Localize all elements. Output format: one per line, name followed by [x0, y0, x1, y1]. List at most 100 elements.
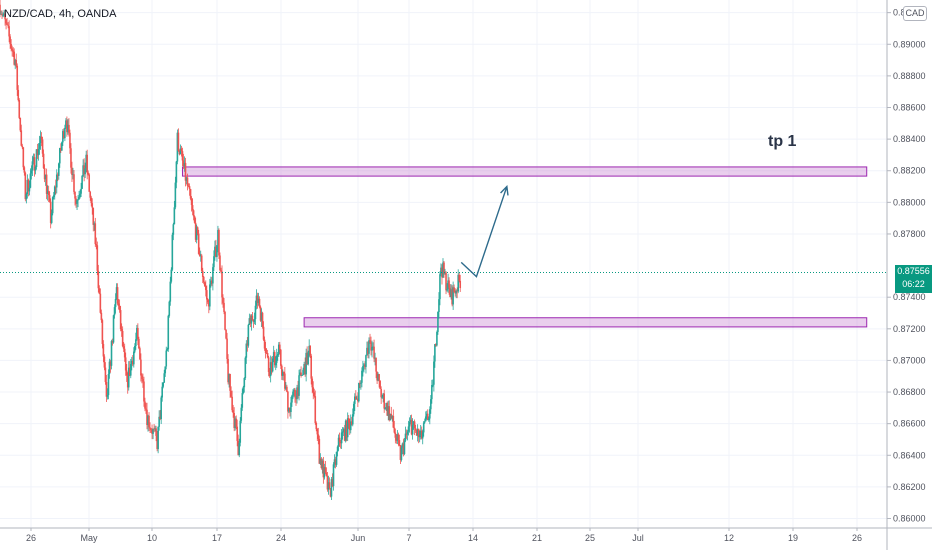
candle	[389, 413, 392, 421]
candle	[54, 179, 57, 195]
candle	[212, 263, 214, 291]
candle-body	[52, 195, 55, 198]
candle	[416, 424, 419, 442]
candle-body	[190, 198, 193, 206]
candle	[380, 386, 382, 404]
candle-body	[194, 222, 197, 240]
candle	[163, 369, 166, 383]
candle	[436, 330, 438, 347]
candle	[158, 410, 160, 431]
candle-body	[297, 387, 299, 396]
candle	[95, 237, 98, 250]
candle	[370, 336, 372, 356]
x-tick-label: May	[80, 533, 98, 543]
candle	[295, 390, 297, 406]
y-tick-label: 0.88200	[893, 166, 926, 176]
candle	[76, 199, 78, 211]
candle-body	[453, 287, 455, 293]
candle	[130, 356, 133, 371]
candle	[404, 426, 407, 443]
candle-body	[100, 312, 103, 321]
candle	[214, 240, 216, 261]
candle	[301, 374, 303, 376]
candle	[24, 171, 27, 202]
candle	[91, 198, 94, 215]
candle	[198, 247, 201, 257]
candle-body	[75, 198, 77, 204]
candle	[135, 332, 137, 350]
candle	[411, 418, 414, 440]
candle	[225, 329, 227, 340]
candle	[26, 174, 29, 199]
candle	[355, 390, 357, 400]
candle-body	[374, 357, 376, 359]
candle	[300, 366, 302, 378]
candle	[286, 384, 288, 393]
candle-body	[171, 234, 174, 270]
candle-body	[170, 269, 173, 282]
candle	[19, 117, 22, 133]
candle-body	[70, 148, 72, 168]
candle	[17, 85, 20, 102]
candle	[33, 153, 36, 177]
candle-body	[380, 388, 382, 398]
candle-body	[144, 401, 146, 409]
candle	[205, 285, 208, 307]
candle-body	[432, 384, 434, 386]
candle	[406, 429, 409, 441]
candle	[204, 280, 207, 297]
candle	[429, 406, 431, 425]
candle-body	[151, 429, 153, 434]
candle	[213, 250, 215, 271]
candle	[203, 281, 206, 288]
candle	[368, 337, 370, 359]
candle-body	[92, 207, 95, 225]
candle	[114, 293, 117, 314]
candle-body	[342, 428, 345, 432]
candle	[144, 397, 146, 412]
candle	[21, 143, 24, 150]
candle	[59, 147, 61, 168]
candle	[43, 164, 46, 183]
candle-body	[452, 287, 454, 305]
projection-arrowhead	[500, 185, 509, 196]
y-tick-label: 0.88800	[893, 71, 926, 81]
candle	[262, 321, 265, 342]
candle-body	[370, 342, 372, 351]
candle-body	[244, 357, 247, 379]
candle	[96, 241, 99, 276]
candle	[50, 209, 53, 225]
candle	[31, 155, 34, 177]
candle-body	[389, 413, 392, 421]
candle-body	[278, 344, 281, 350]
currency-badge[interactable]: CAD	[903, 6, 927, 21]
candle	[84, 162, 86, 179]
candle-body	[459, 280, 462, 289]
candle-body	[22, 147, 25, 168]
candle-body	[253, 319, 256, 322]
candle	[256, 292, 259, 309]
candle-body	[426, 413, 429, 421]
candle	[229, 373, 231, 398]
candle	[82, 159, 84, 178]
x-tick-label: 25	[585, 533, 595, 543]
candle-body	[136, 327, 138, 340]
candle-body	[270, 362, 273, 372]
candle	[220, 267, 222, 274]
candle	[85, 150, 87, 173]
candle	[293, 388, 295, 398]
candle-body	[362, 366, 364, 371]
candle-body	[273, 352, 276, 366]
candle	[77, 195, 79, 208]
candle-body	[396, 434, 399, 441]
candle-body	[413, 421, 416, 429]
candle	[65, 118, 67, 129]
candle	[423, 418, 426, 424]
candle	[124, 352, 127, 376]
candle	[270, 356, 273, 375]
candle	[347, 415, 350, 429]
candle-body	[166, 349, 169, 351]
candle-body	[26, 179, 29, 194]
